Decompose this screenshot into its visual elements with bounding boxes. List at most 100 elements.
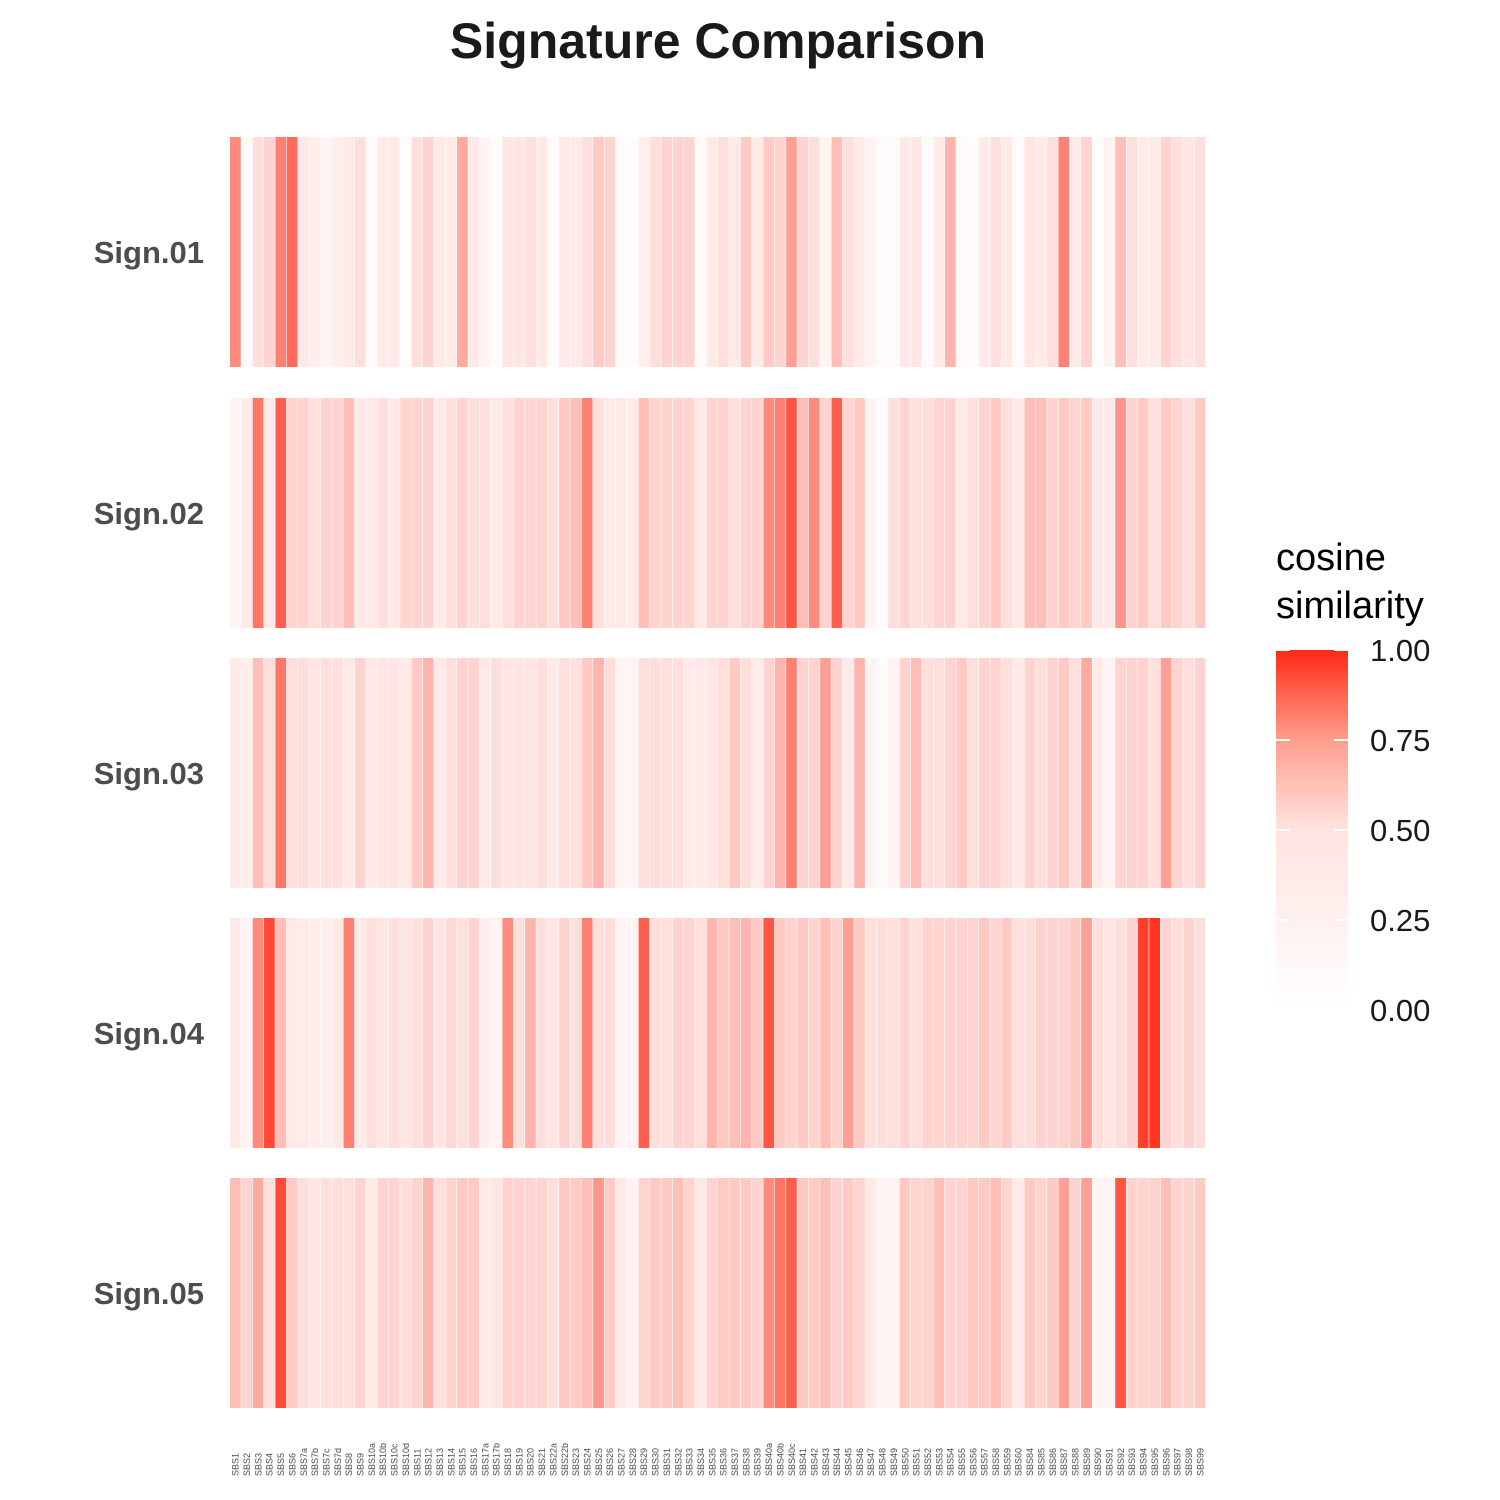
chart-title: Signature Comparison <box>449 13 987 69</box>
heatmap-cell <box>388 1178 400 1408</box>
column-tick-label: SBS45 <box>844 1448 854 1476</box>
heatmap-cell <box>456 137 468 367</box>
heatmap-cell <box>1013 398 1024 628</box>
column-tick-label: SBS59 <box>1002 1448 1012 1476</box>
heatmap-cell <box>559 137 570 367</box>
heatmap-cell <box>422 137 434 367</box>
heatmap-cell <box>1194 137 1206 367</box>
heatmap-cell <box>615 918 627 1148</box>
column-tick-label: SBS55 <box>957 1448 967 1476</box>
column-tick-label: SBS16 <box>469 1448 479 1476</box>
heatmap-cell <box>309 658 321 888</box>
heatmap-cell <box>672 918 684 1148</box>
heatmap-cell <box>411 137 423 367</box>
heatmap-cell <box>309 918 321 1148</box>
heatmap-cell <box>1024 1178 1036 1408</box>
heatmap-cell <box>468 918 480 1148</box>
column-tick-label: SBS7a <box>299 1448 309 1476</box>
heatmap-cell <box>1194 398 1206 628</box>
heatmap-cell <box>706 1178 718 1408</box>
heatmap-cell <box>570 137 582 367</box>
heatmap-cell <box>298 398 309 628</box>
heatmap-cell <box>1092 658 1104 888</box>
heatmap-cell <box>1115 398 1126 628</box>
heatmap-cell <box>604 398 616 628</box>
heatmap-cell <box>1160 137 1172 367</box>
heatmap-cell <box>1035 658 1047 888</box>
heatmap-cell <box>286 398 298 628</box>
column-tick-label: SBS58 <box>991 1448 1001 1476</box>
heatmap-cell <box>377 1178 389 1408</box>
column-tick-label: SBS56 <box>968 1448 978 1476</box>
heatmap-cell <box>536 918 548 1148</box>
column-tick-label: SBS22b <box>560 1443 570 1476</box>
heatmap-cell <box>445 918 457 1148</box>
heatmap-cell <box>888 398 899 628</box>
heatmap-cell <box>559 398 570 628</box>
heatmap-cell <box>1035 137 1047 367</box>
heatmap-cell <box>298 918 309 1148</box>
heatmap-cell <box>1115 918 1126 1148</box>
heatmap-cell <box>1047 918 1058 1148</box>
heatmap-cell <box>956 137 968 367</box>
heatmap-cell <box>1137 918 1149 1148</box>
heatmap-cell <box>309 1178 321 1408</box>
heatmap-cell <box>275 918 287 1148</box>
heatmap-cell <box>979 137 990 367</box>
heatmap-cell <box>411 1178 423 1408</box>
column-tick-label: SBS17b <box>492 1443 502 1476</box>
column-tick-label: SBS30 <box>651 1448 661 1476</box>
column-tick-label: SBS51 <box>912 1448 922 1476</box>
column-tick-label: SBS49 <box>889 1448 899 1476</box>
column-tick-label: SBS9 <box>356 1453 366 1476</box>
legend-tick-label: 0.00 <box>1370 993 1430 1028</box>
heatmap-cell <box>797 398 809 628</box>
heatmap-cell <box>967 137 979 367</box>
heatmap-cell <box>604 137 616 367</box>
column-tick-label: SBS28 <box>628 1448 638 1476</box>
heatmap-cell <box>502 658 514 888</box>
column-tick-label: SBS29 <box>639 1448 649 1476</box>
heatmap-cell <box>899 918 911 1148</box>
column-tick-label: SBS91 <box>1105 1448 1115 1476</box>
column-tick-label: SBS87 <box>1059 1448 1069 1476</box>
heatmap-cell <box>456 918 468 1148</box>
heatmap-row-Sign.05 <box>230 1178 1206 1408</box>
heatmap-cell <box>525 918 536 1148</box>
column-tick-label: SBS23 <box>571 1448 581 1476</box>
heatmap-cell <box>831 918 843 1148</box>
heatmap-cell <box>1137 398 1149 628</box>
row-label: Sign.05 <box>94 1276 204 1311</box>
heatmap-cell <box>910 658 922 888</box>
column-tick-label: SBS39 <box>753 1448 763 1476</box>
column-tick-label: SBS7c <box>321 1448 331 1476</box>
heatmap-cell <box>241 398 253 628</box>
heatmap-cell <box>944 137 956 367</box>
column-tick-label: SBS24 <box>582 1448 592 1476</box>
heatmap-cell <box>956 658 968 888</box>
heatmap-cell <box>1183 918 1195 1148</box>
column-tick-label: SBS8 <box>344 1453 354 1476</box>
heatmap-cell <box>1126 918 1138 1148</box>
heatmap-cell <box>309 137 321 367</box>
heatmap-cell <box>411 918 423 1148</box>
heatmap-cell <box>1115 1178 1126 1408</box>
heatmap-cell <box>264 137 275 367</box>
column-tick-label: SBS40c <box>787 1443 797 1476</box>
heatmap-cell <box>854 1178 865 1408</box>
heatmap-cell <box>468 137 480 367</box>
legend-tick-label: 0.25 <box>1370 903 1430 938</box>
heatmap-cell <box>786 137 797 367</box>
heatmap-cell <box>1081 1178 1092 1408</box>
heatmap-cell <box>388 398 400 628</box>
heatmap-cell <box>808 918 820 1148</box>
heatmap-cell <box>593 398 604 628</box>
column-tick-label: SBS10a <box>367 1443 377 1476</box>
column-tick-label: SBS33 <box>685 1448 695 1476</box>
heatmap-cell <box>774 137 786 367</box>
heatmap-cell <box>888 918 899 1148</box>
heatmap-cell <box>275 1178 287 1408</box>
column-tick-label: SBS10c <box>390 1443 400 1476</box>
column-tick-label: SBS6 <box>287 1453 297 1476</box>
